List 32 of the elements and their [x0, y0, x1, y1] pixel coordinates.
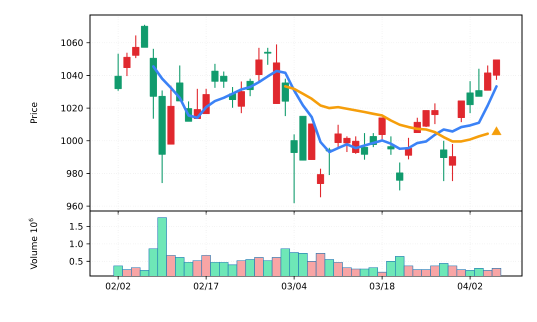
candlestick	[316, 168, 324, 198]
candlestick	[378, 117, 386, 140]
y-tick-label: 980	[66, 170, 83, 177]
y-tick-label: 1040	[61, 72, 83, 79]
y-tick-label: 1.5	[70, 223, 83, 230]
y-tick-label: 1000	[61, 137, 83, 144]
candlestick	[123, 52, 131, 77]
y-axis-title: Volume 10$^{6}$	[28, 218, 38, 270]
candlestick	[114, 53, 122, 92]
candlestick	[360, 132, 368, 160]
x-tick-label: 02/17	[194, 282, 218, 290]
candlestick	[458, 100, 465, 123]
y-axis-title: Price	[30, 102, 38, 124]
candlestick	[264, 47, 272, 66]
x-tick-label: 02/02	[106, 282, 130, 290]
candlestick	[440, 140, 448, 182]
y-tick-label: 960	[66, 202, 83, 210]
candlestick	[282, 78, 289, 117]
x-tick-label: 04/02	[458, 282, 482, 290]
y-tick-label: 1060	[61, 39, 83, 46]
candlestick	[140, 24, 148, 48]
y-tick-label: 0.5	[70, 258, 83, 265]
candlestick	[387, 136, 394, 156]
x-tick-label: 03/18	[370, 282, 394, 290]
candlestick	[448, 143, 456, 182]
y-tick-label: 1020	[61, 104, 83, 112]
candlestick	[132, 34, 140, 59]
y-tick-label: 1.0	[70, 240, 83, 248]
x-tick-label: 03/04	[282, 282, 307, 290]
candlestick	[396, 162, 404, 191]
candlestick	[238, 80, 245, 114]
candlestick	[255, 47, 263, 82]
